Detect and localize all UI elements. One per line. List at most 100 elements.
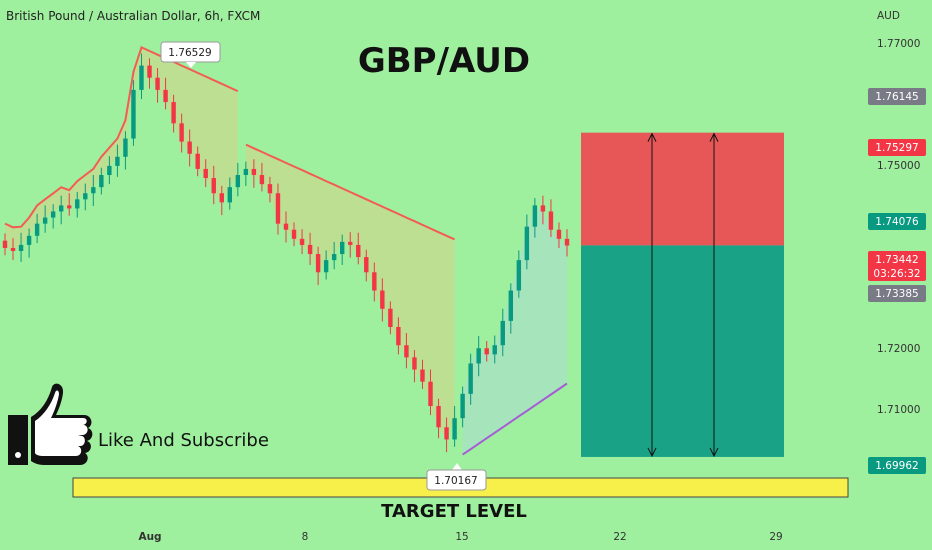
candle-body xyxy=(171,102,176,124)
time-label: 8 xyxy=(302,531,309,543)
time-axis[interactable]: Aug 8 15 22 29 xyxy=(138,531,782,543)
price-tick: 1.72000 xyxy=(877,343,920,355)
candle-body xyxy=(428,381,433,407)
candle-body xyxy=(131,89,136,139)
candle-body xyxy=(299,238,305,245)
candle-body xyxy=(227,187,233,203)
trailing-stop-red xyxy=(4,46,239,229)
candle-body xyxy=(339,241,345,255)
trailing-stop-layer xyxy=(4,46,568,456)
trail-fill xyxy=(462,205,567,455)
candle-body xyxy=(364,257,369,273)
candle-body xyxy=(115,156,120,166)
svg-text:1.75297: 1.75297 xyxy=(875,142,918,154)
candle-body xyxy=(50,211,56,218)
stop-loss-zone xyxy=(581,132,784,246)
candle-body xyxy=(18,244,24,251)
svg-text:03:26:32: 03:26:32 xyxy=(873,268,920,280)
candle-body xyxy=(219,193,224,203)
time-label: Aug xyxy=(138,531,161,543)
candle-body xyxy=(508,290,514,321)
candle-body xyxy=(307,244,313,255)
currency-label: AUD xyxy=(877,10,900,22)
time-label: 29 xyxy=(769,531,782,543)
candle-body xyxy=(58,205,64,212)
candle-body xyxy=(524,226,530,261)
candle-body xyxy=(516,260,522,291)
candle-body xyxy=(251,168,257,176)
svg-text:1.73442: 1.73442 xyxy=(875,254,918,266)
candle-body xyxy=(259,175,265,185)
candle-series[interactable] xyxy=(2,53,570,453)
candle-body xyxy=(532,205,538,227)
candle-body xyxy=(187,141,192,154)
candle-body xyxy=(99,175,104,188)
candle-body xyxy=(147,65,152,78)
high-price-callout: 1.76529 xyxy=(160,41,221,68)
candle-body xyxy=(267,184,273,194)
candle-body xyxy=(42,217,48,224)
candle-body xyxy=(564,238,570,246)
time-label: 22 xyxy=(613,531,626,543)
price-tag-support: 1.74076 xyxy=(868,213,926,230)
candle-body xyxy=(179,123,184,142)
candle-body xyxy=(243,168,249,176)
candle-body xyxy=(444,427,449,440)
price-tag-stop-loss: 1.75297 xyxy=(868,139,926,156)
candle-body xyxy=(10,247,16,251)
candle-body xyxy=(540,205,546,212)
arrow-head-up xyxy=(647,132,657,142)
candle-body xyxy=(2,240,8,248)
candle-body xyxy=(203,168,208,179)
candle-body xyxy=(155,77,160,90)
arrow-head-down xyxy=(709,447,719,458)
trailing-stop-purple xyxy=(462,382,568,456)
arrow-head-down xyxy=(647,447,657,458)
candle-body xyxy=(436,406,441,428)
candle-body xyxy=(468,363,473,394)
candle-body xyxy=(452,418,457,440)
candle-body xyxy=(139,65,144,90)
candle-body xyxy=(315,254,321,273)
candle-body xyxy=(348,241,353,245)
trade-zone-layer[interactable] xyxy=(581,132,784,458)
candle-body xyxy=(484,348,489,355)
candle-body xyxy=(67,205,72,209)
svg-text:1.74076: 1.74076 xyxy=(875,216,919,228)
candle-body xyxy=(388,308,393,327)
price-axis[interactable]: AUD 1.77000 1.75000 1.72000 1.71000 1.76… xyxy=(868,10,926,474)
candle-body xyxy=(34,223,40,236)
subscribe-text: Like And Subscribe xyxy=(98,430,269,451)
candle-body xyxy=(75,199,80,209)
time-label: 15 xyxy=(455,531,468,543)
candle-body xyxy=(372,272,377,291)
price-tick: 1.77000 xyxy=(877,38,920,50)
price-tick: 1.71000 xyxy=(877,404,920,416)
high-price-label: 1.76529 xyxy=(168,47,211,59)
svg-text:1.73385: 1.73385 xyxy=(875,288,918,300)
thumbs-up-icon xyxy=(8,383,93,465)
symbol-title[interactable]: British Pound / Australian Dollar, 6h, F… xyxy=(6,9,260,23)
candle-body xyxy=(460,393,465,419)
trail-fill xyxy=(245,144,455,440)
candle-body xyxy=(556,229,562,239)
profit-target-zone xyxy=(581,245,784,457)
trail-fill xyxy=(5,47,238,252)
candle-body xyxy=(26,235,32,245)
candle-body xyxy=(235,175,241,188)
candle-body xyxy=(548,211,554,230)
headline-title: GBP/AUD xyxy=(358,41,530,81)
candle-body xyxy=(356,244,361,258)
candle-body xyxy=(331,254,337,261)
svg-text:1.69962: 1.69962 xyxy=(875,460,918,472)
candle-body xyxy=(83,193,88,200)
low-price-callout: 1.70167 xyxy=(426,463,487,491)
price-tag-current-low: 1.73385 xyxy=(868,285,926,302)
candle-body xyxy=(412,357,417,370)
arrow-head-up xyxy=(709,132,719,142)
candle-body xyxy=(291,229,297,239)
candle-body xyxy=(323,260,329,273)
candle-body xyxy=(380,290,385,309)
